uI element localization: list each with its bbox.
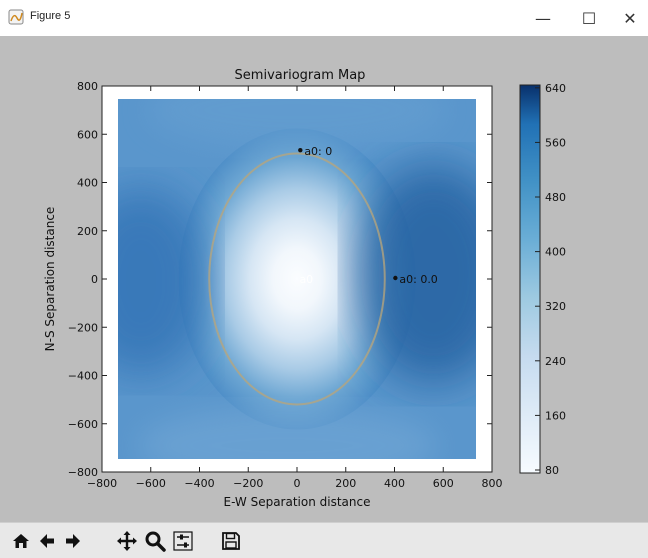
back-button[interactable] <box>34 528 60 554</box>
anisotropy-ellipse <box>208 152 386 406</box>
annotation-label: a0: 0 <box>304 145 332 158</box>
y-tick-label: −600 <box>68 418 98 431</box>
x-tick-label: −600 <box>136 477 166 490</box>
colorbar-tick-label: 240 <box>545 355 566 368</box>
sliders-icon <box>173 531 193 551</box>
y-axis-label: N-S Separation distance <box>43 207 57 352</box>
y-tick-label: 600 <box>77 128 98 141</box>
x-axis-ticks: −800 −600 −400 −200 0 200 400 600 800 <box>87 86 503 490</box>
colorbar-tick-label: 560 <box>545 136 566 149</box>
semivariogram-figure[interactable]: Semivariogram Map a0: 0 a0: 0.0 a0 −800 −60… <box>0 36 648 522</box>
navigation-toolbar <box>0 522 648 558</box>
heatmap-image <box>118 99 476 459</box>
close-button[interactable]: ✕ <box>612 0 648 36</box>
configure-subplots-button[interactable] <box>170 528 196 554</box>
maximize-button[interactable]: ☐ <box>566 0 612 36</box>
title-bar: Figure 5 — ☐ ✕ <box>0 0 648 36</box>
forward-button[interactable] <box>60 528 86 554</box>
heatmap-high-lobe-east <box>353 164 476 385</box>
heatmap-mid-lobe-south <box>137 405 438 459</box>
move-icon <box>117 531 137 551</box>
magnifier-icon <box>145 531 166 552</box>
pan-button[interactable] <box>114 528 140 554</box>
arrow-left-icon <box>40 534 54 548</box>
x-tick-label: −400 <box>184 477 214 490</box>
x-tick-label: −800 <box>87 477 117 490</box>
colorbar-tick-label: 480 <box>545 191 566 204</box>
maximize-icon: ☐ <box>581 8 597 28</box>
annotation-label: a0 <box>299 273 313 286</box>
colorbar-tick-label: 160 <box>545 409 566 422</box>
x-tick-label: 0 <box>294 477 301 490</box>
x-axis-label: E-W Separation distance <box>223 495 370 509</box>
home-button[interactable] <box>8 528 34 554</box>
colorbar-tick-label: 320 <box>545 300 566 313</box>
x-tick-label: 400 <box>384 477 405 490</box>
x-tick-label: 800 <box>482 477 503 490</box>
floppy-disk-icon <box>222 532 240 550</box>
y-tick-label: 400 <box>77 177 98 190</box>
annotation-marker <box>298 147 303 153</box>
minimize-button[interactable]: — <box>520 0 566 36</box>
y-tick-label: 0 <box>91 273 98 286</box>
heatmap-low-core <box>178 128 416 430</box>
colorbar-tick-label: 640 <box>545 82 566 95</box>
heatmap-high-lobe-west <box>118 186 211 377</box>
x-tick-label: 200 <box>335 477 356 490</box>
colorbar-tick-label: 80 <box>545 464 559 477</box>
y-tick-label: 200 <box>77 225 98 238</box>
x-tick-label: −200 <box>233 477 263 490</box>
figure-canvas[interactable]: Semivariogram Map a0: 0 a0: 0.0 a0 −800 −60… <box>0 36 648 522</box>
chart-title: Semivariogram Map <box>235 68 366 83</box>
y-axis-ticks: −800 −600 −400 −200 0 200 400 600 800 <box>68 80 492 479</box>
x-tick-label: 600 <box>433 477 454 490</box>
y-tick-label: 800 <box>77 80 98 93</box>
close-icon: ✕ <box>623 8 637 28</box>
window-title: Figure 5 <box>30 10 71 22</box>
home-icon <box>13 534 29 548</box>
minimize-icon: — <box>535 8 551 28</box>
annotation-label: a0: 0.0 <box>399 273 437 286</box>
annotation-marker <box>393 275 398 281</box>
zoom-button[interactable] <box>142 528 168 554</box>
colorbar <box>519 84 541 474</box>
heatmap-mid-lobe-north <box>147 99 447 151</box>
colorbar-ticks: 80 160 240 320 400 480 560 640 <box>535 82 566 477</box>
arrow-right-icon <box>66 534 80 548</box>
y-tick-label: −800 <box>68 466 98 479</box>
matplotlib-app-icon <box>8 9 24 25</box>
annotations-layer: a0: 0 a0: 0.0 a0 <box>298 145 438 286</box>
y-tick-label: −400 <box>68 370 98 383</box>
y-tick-label: −200 <box>68 321 98 334</box>
save-button[interactable] <box>218 528 244 554</box>
colorbar-tick-label: 400 <box>545 246 566 259</box>
